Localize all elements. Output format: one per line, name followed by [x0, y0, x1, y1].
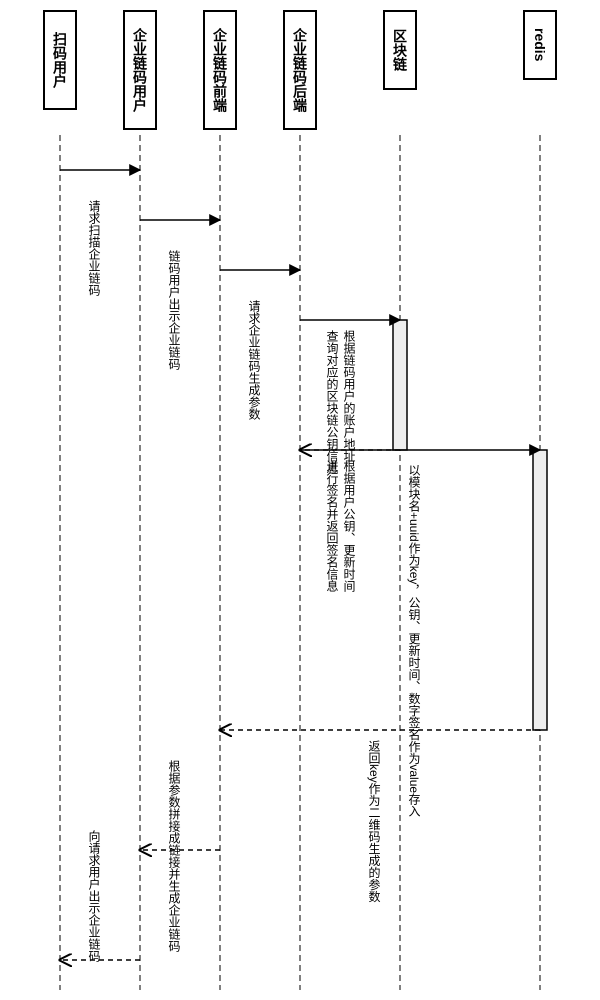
message-label: 根据链码用户的账户地址查询对应的区块链公钥信息 — [324, 330, 358, 474]
message-label: 请求企业链码生成参数 — [246, 300, 263, 420]
message-label: 根据参数拼接成链接并生成企业链码 — [166, 760, 183, 952]
message-label: 以模块名+uuid作为key，公钥、更新时间、数字签名作为value存入 — [406, 464, 423, 817]
activation-bar — [393, 320, 407, 450]
actor-box: redis — [523, 10, 557, 80]
actor-box: 扫码用户 — [43, 10, 77, 110]
message-label: 返回key作为二维码生成的参数 — [366, 740, 383, 903]
message-label: 向请求用户出示企业链码 — [86, 830, 103, 962]
message-label: 链码用户出示企业链码 — [166, 250, 183, 370]
actor-box: 企业链码后端 — [283, 10, 317, 130]
actor-box: 区块链 — [383, 10, 417, 90]
activation-bar — [533, 450, 547, 730]
actor-box: 企业链码用户 — [123, 10, 157, 130]
message-label: 根据用户公钥、更新时间进行签名并返回签名信息 — [324, 460, 358, 592]
actor-box: 企业链码前端 — [203, 10, 237, 130]
message-label: 请求扫描企业链码 — [86, 200, 103, 296]
